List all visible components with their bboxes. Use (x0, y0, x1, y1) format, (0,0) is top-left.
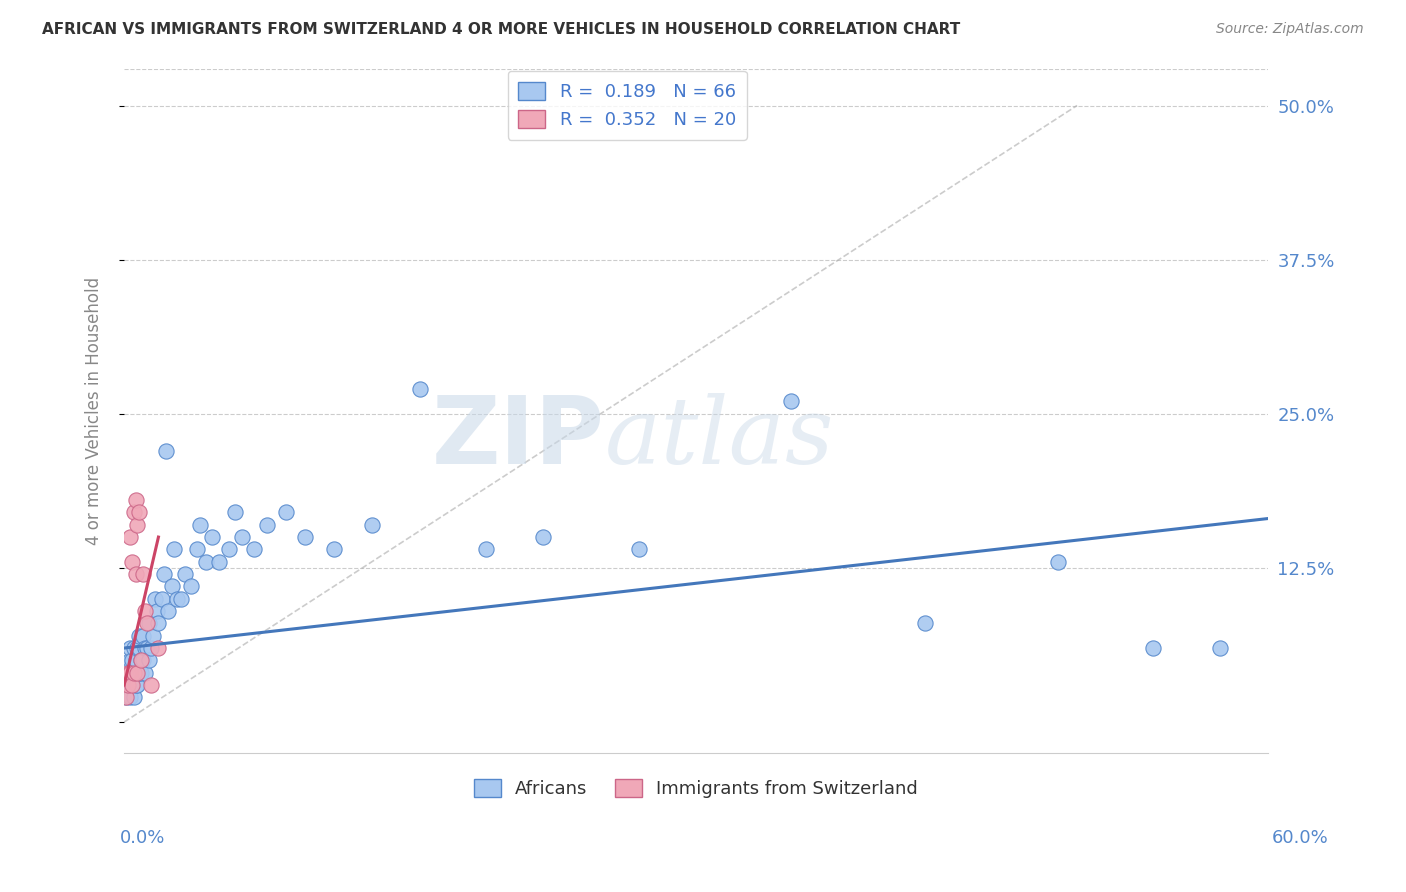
Point (129, 653, 152, 667)
Point (1209, 641, 1232, 656)
Point (139, 641, 162, 656)
Point (127, 665, 149, 680)
Point (124, 493, 146, 508)
Point (115, 690, 138, 705)
Point (124, 678, 146, 692)
Point (136, 641, 159, 656)
Point (163, 542, 186, 557)
Point (174, 567, 197, 582)
Point (134, 665, 156, 680)
Point (408, 382, 430, 396)
Point (127, 678, 149, 692)
Point (156, 604, 179, 618)
Point (117, 678, 139, 692)
Point (134, 641, 156, 656)
Point (138, 653, 160, 667)
Point (361, 517, 384, 532)
Point (136, 616, 159, 631)
Text: 0.0%: 0.0% (120, 829, 165, 847)
Point (190, 517, 212, 532)
Text: AFRICAN VS IMMIGRANTS FROM SWITZERLAND 4 OR MORE VEHICLES IN HOUSEHOLD CORRELATI: AFRICAN VS IMMIGRANTS FROM SWITZERLAND 4… (42, 22, 960, 37)
Point (294, 530, 316, 544)
Point (115, 690, 138, 705)
Point (166, 591, 188, 606)
Point (118, 641, 141, 656)
Point (256, 517, 278, 532)
Point (117, 678, 139, 692)
Point (150, 591, 173, 606)
Point (1142, 641, 1164, 656)
Y-axis label: 4 or more Vehicles in Household: 4 or more Vehicles in Household (86, 277, 103, 545)
Point (122, 665, 145, 680)
Point (117, 665, 139, 680)
Point (128, 665, 150, 680)
Point (132, 653, 155, 667)
Point (148, 616, 170, 631)
Point (132, 629, 155, 643)
Point (128, 505, 150, 519)
Point (121, 653, 143, 667)
Text: ZIP: ZIP (432, 392, 605, 484)
Point (242, 542, 264, 557)
Text: atlas: atlas (605, 393, 834, 483)
Point (118, 653, 141, 667)
Point (121, 555, 143, 569)
Point (118, 530, 141, 544)
Point (139, 678, 162, 692)
Point (128, 641, 150, 656)
Point (914, 616, 936, 631)
Point (143, 591, 166, 606)
Point (186, 542, 208, 557)
Point (160, 579, 183, 593)
Point (134, 604, 156, 618)
Point (122, 641, 145, 656)
Text: Source: ZipAtlas.com: Source: ZipAtlas.com (1216, 22, 1364, 37)
Point (1047, 555, 1070, 569)
Point (145, 604, 167, 618)
Point (155, 443, 177, 458)
Point (122, 690, 145, 705)
Point (132, 567, 155, 582)
Point (170, 591, 193, 606)
Point (122, 505, 145, 519)
Point (201, 530, 224, 544)
Point (322, 542, 344, 557)
Point (117, 665, 139, 680)
Point (148, 641, 170, 656)
Text: 60.0%: 60.0% (1272, 829, 1329, 847)
Point (129, 665, 152, 680)
Legend: Africans, Immigrants from Switzerland: Africans, Immigrants from Switzerland (467, 772, 925, 805)
Point (138, 616, 160, 631)
Point (129, 653, 152, 667)
Point (218, 542, 240, 557)
Point (121, 678, 143, 692)
Point (180, 579, 202, 593)
Point (231, 530, 253, 544)
Point (121, 678, 143, 692)
Point (127, 517, 149, 532)
Point (533, 530, 555, 544)
Point (118, 665, 141, 680)
Point (127, 665, 149, 680)
Point (122, 665, 145, 680)
Point (780, 394, 803, 409)
Point (475, 542, 498, 557)
Point (127, 641, 149, 656)
Point (142, 629, 165, 643)
Point (124, 653, 146, 667)
Point (627, 542, 650, 557)
Point (276, 505, 298, 519)
Point (118, 690, 141, 705)
Point (124, 567, 146, 582)
Point (224, 505, 246, 519)
Point (128, 629, 150, 643)
Point (208, 555, 231, 569)
Point (195, 555, 218, 569)
Point (153, 567, 176, 582)
